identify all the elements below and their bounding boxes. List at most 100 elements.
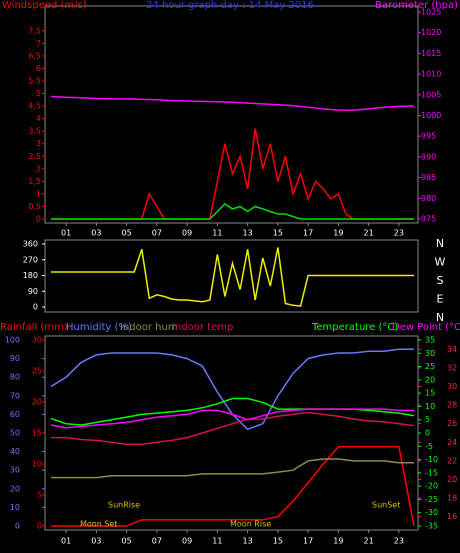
- y2-tick-label: 10: [32, 460, 42, 469]
- y2-tick-label: 30: [32, 336, 42, 345]
- y-tick-label: 2: [36, 164, 41, 173]
- y-tick-label: 60: [10, 410, 20, 419]
- y3-tick-label: 10: [425, 402, 435, 411]
- y4-tick-label: 16: [447, 512, 457, 521]
- x-tick-label: 03: [91, 229, 101, 238]
- y2-tick-label: 1010: [421, 70, 441, 79]
- y3-tick-label: 30: [425, 349, 435, 358]
- x-tick-label: 05: [122, 537, 132, 546]
- y-tick-label: 0,5: [28, 202, 41, 211]
- y2-axis-label: Barometer (hpa): [375, 0, 458, 11]
- y3-tick-label: -20: [425, 482, 438, 491]
- x-tick-label: 19: [333, 537, 343, 546]
- y-tick-label: 0: [33, 303, 38, 312]
- y-tick-label: 80: [10, 373, 20, 382]
- y-tick-label: 5: [36, 89, 41, 98]
- series-line: [51, 411, 415, 445]
- x-tick-label: 07: [152, 537, 162, 546]
- y2-tick-label: N: [436, 311, 444, 324]
- y-tick-label: 180: [23, 271, 38, 280]
- y-tick-label: 20: [10, 484, 20, 493]
- y2-tick-label: S: [437, 274, 444, 287]
- annotation: Moon Set: [80, 520, 117, 529]
- x-tick-label: 11: [212, 229, 222, 238]
- x-tick-label: 09: [182, 229, 192, 238]
- y4-tick-label: 30: [447, 382, 457, 391]
- annotation: SunRise: [108, 501, 140, 510]
- series-line: [50, 95, 415, 111]
- x-tick-label: 19: [333, 229, 343, 238]
- y3-tick-label: 25: [425, 362, 435, 371]
- y-tick-label: 40: [10, 447, 20, 456]
- x-tick-label: 15: [273, 229, 283, 238]
- y-tick-label: 360: [23, 240, 38, 249]
- series-line: [51, 247, 414, 307]
- y2-tick-label: 5: [37, 491, 42, 500]
- x-tick-label: 09: [182, 537, 192, 546]
- y-tick-label: 90: [10, 354, 20, 363]
- y-tick-label: 0: [36, 215, 41, 224]
- y2-tick-label: 20: [32, 398, 42, 407]
- x-tick-label: 03: [91, 537, 101, 546]
- y-tick-label: 3,5: [28, 127, 41, 136]
- y2-tick-label: 1015: [421, 49, 441, 58]
- y-tick-label: 7: [36, 39, 41, 48]
- y-tick-label: 0: [15, 522, 20, 531]
- y-tick-label: 30: [10, 466, 20, 475]
- y4-tick-label: 26: [447, 419, 457, 428]
- y2-tick-label: E: [437, 293, 444, 306]
- y3-tick-label: -25: [425, 495, 438, 504]
- y-tick-label: 270: [23, 255, 38, 264]
- y-tick-label: 90: [28, 287, 38, 296]
- x-tick-label: 15: [273, 537, 283, 546]
- y3-tick-label: -5: [425, 442, 433, 451]
- y2-tick-label: 1020: [421, 28, 441, 37]
- y3-tick-label: 35: [425, 336, 435, 345]
- x-tick-label: 17: [303, 229, 313, 238]
- y2-tick-label: 980: [421, 194, 436, 203]
- y-tick-label: 4: [36, 114, 41, 123]
- y2-tick-label: 0: [37, 522, 42, 531]
- x-tick-label: 13: [243, 229, 253, 238]
- y-tick-label: 4,5: [28, 102, 41, 111]
- y-tick-label: 7,5: [28, 26, 41, 35]
- x-tick-label: 11: [212, 537, 222, 546]
- y4-tick-label: 32: [447, 363, 457, 372]
- y4-tick-label: 22: [447, 456, 457, 465]
- x-tick-label: 01: [61, 537, 71, 546]
- y-tick-label: 6,5: [28, 51, 41, 60]
- y-tick-label: 1,5: [28, 177, 41, 186]
- legend-entry: Temperature (°C): [311, 322, 398, 333]
- y3-tick-label: -15: [425, 468, 438, 477]
- y3-tick-label: -10: [425, 455, 438, 464]
- series-line: [51, 458, 414, 479]
- legend-entry: Indoor temp: [172, 322, 233, 333]
- series-line: [51, 202, 414, 220]
- x-tick-label: 13: [243, 537, 253, 546]
- series-line: [51, 445, 415, 527]
- y2-tick-label: 985: [421, 173, 436, 182]
- y2-tick-label: N: [436, 237, 444, 250]
- y-tick-label: 100: [5, 336, 20, 345]
- y-tick-label: 6: [36, 64, 41, 73]
- x-tick-label: 07: [152, 229, 162, 238]
- y-tick-label: 2,5: [28, 152, 41, 161]
- y-tick-label: 3: [36, 139, 41, 148]
- y-tick-label: 5,5: [28, 77, 41, 86]
- y3-tick-label: 20: [425, 375, 435, 384]
- y3-tick-label: 0: [425, 429, 430, 438]
- plot-frame: [44, 5, 419, 224]
- y3-tick-label: 5: [425, 415, 430, 424]
- y4-tick-label: 18: [447, 494, 457, 503]
- y4-tick-label: 20: [447, 475, 457, 484]
- x-tick-label: 23: [394, 537, 404, 546]
- chart-title: 24 hour graph day : 14 May 2016: [146, 0, 314, 11]
- y4-tick-label: 24: [447, 438, 457, 447]
- y-axis-label: Windspeed (m/s): [2, 0, 87, 11]
- x-tick-label: 17: [303, 537, 313, 546]
- y-tick-label: 1: [36, 189, 41, 198]
- legend-entry: Indoor hum: [120, 322, 178, 333]
- y4-tick-label: 28: [447, 401, 457, 410]
